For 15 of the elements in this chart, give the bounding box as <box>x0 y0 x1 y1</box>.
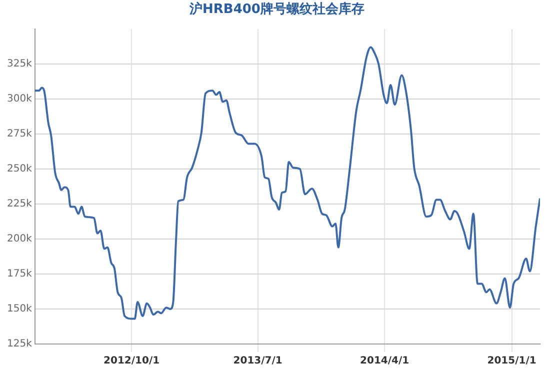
chart-title: 沪HRB400牌号螺纹社会库存 <box>188 0 366 19</box>
y-tick-label: 275k <box>6 128 32 140</box>
x-tick-label: 2014/4/1 <box>360 356 410 367</box>
x-tick-label: 2012/10/1 <box>104 356 160 367</box>
y-tick-label: 125k <box>6 338 32 350</box>
x-tick-label: 2013/7/1 <box>233 356 282 367</box>
y-tick-label: 225k <box>6 198 32 210</box>
y-tick-label: 250k <box>6 164 32 175</box>
y-tick-label: 300k <box>6 94 32 105</box>
y-tick-label: 150k <box>6 304 32 315</box>
line-series <box>34 46 540 320</box>
y-tick-label: 175k <box>6 268 32 280</box>
y-tick-label: 325k <box>6 58 32 70</box>
y-tick-label: 200k <box>6 234 32 245</box>
x-tick-label: 2015/1/1 <box>487 356 536 367</box>
